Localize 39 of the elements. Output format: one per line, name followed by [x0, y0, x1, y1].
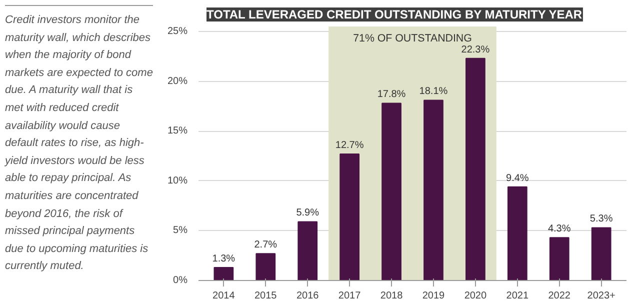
bar	[424, 100, 444, 280]
y-tick-label: 10%	[167, 175, 188, 186]
bar	[298, 221, 318, 280]
bar	[507, 186, 528, 280]
text: Credit investors monitor the maturity wall, which describes when the majority of bond markets are expected to come due. A maturity wall that is met with reduced credit availability would cause default rates to rise, as high-yield investors would be less able to repay principal. As maturities are concentrated beyond 2016, the risk of missed principal payments due to upcoming maturities is currently muted.	[5, 14, 153, 272]
data-label: 9.4%	[506, 172, 529, 184]
data-label: 12.7%	[335, 140, 364, 151]
data-label: 22.3%	[461, 44, 490, 56]
y-tick-label: 25%	[167, 26, 188, 37]
x-tick-label: 2016	[296, 290, 320, 302]
x-tick-label: 2022	[548, 290, 571, 302]
data-label: 4.3%	[548, 224, 571, 235]
chart-title: TOTAL LEVERAGED CREDIT OUTSTANDING BY MATURITY YEAR	[206, 8, 582, 22]
data-label: 18.1%	[419, 86, 448, 98]
x-tick-label: 2021	[506, 290, 529, 302]
x-tick-label: 2017	[338, 290, 362, 302]
data-label: 5.3%	[590, 214, 613, 225]
y-tick-label: 5%	[173, 225, 188, 236]
x-tick-label: 2019	[422, 290, 446, 302]
y-tick-label: 0%	[173, 275, 188, 286]
data-label: 2.7%	[254, 240, 278, 251]
x-tick-label: 2018	[380, 290, 404, 302]
y-tick-label: 20%	[167, 76, 188, 87]
bar	[466, 58, 486, 280]
bar	[591, 227, 612, 280]
data-label: 1.3%	[212, 254, 236, 265]
band-label: 71% OF OUTSTANDING	[353, 32, 472, 44]
data-label: 17.8%	[377, 89, 406, 100]
bar	[340, 154, 360, 280]
bar	[549, 237, 570, 280]
x-tick-label: 2014	[212, 290, 236, 302]
x-tick-label: 2015	[254, 290, 278, 302]
bar	[382, 102, 402, 280]
bar	[214, 267, 234, 280]
y-tick-label: 15%	[167, 126, 188, 137]
x-tick-label: 2023+	[587, 290, 616, 302]
bar	[256, 253, 276, 280]
data-label: 5.9%	[296, 208, 320, 219]
x-tick-label: 2020	[464, 290, 488, 302]
